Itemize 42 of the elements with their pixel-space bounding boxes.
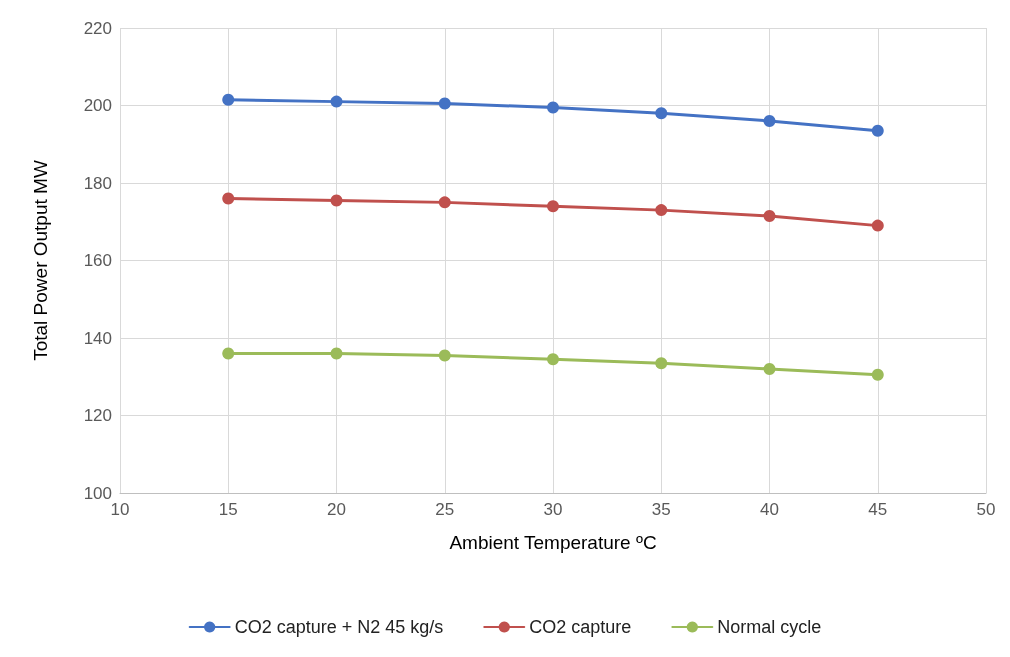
point — [438, 349, 451, 362]
point — [222, 347, 235, 360]
point — [763, 115, 776, 127]
point — [330, 347, 343, 360]
y-axis-title: Total Power Output MW — [30, 160, 51, 361]
y-tick-label: 100 — [83, 483, 112, 503]
y-tick-label: 160 — [83, 251, 112, 270]
x-tick-label: 45 — [868, 500, 888, 519]
legend-label: Normal cycle — [717, 617, 822, 637]
y-tick-label: 180 — [83, 173, 112, 193]
point — [547, 353, 559, 366]
point — [222, 93, 235, 106]
legend-label: CO2 capture — [529, 617, 632, 637]
point — [871, 124, 884, 137]
x-tick-label: 30 — [543, 500, 563, 519]
point — [763, 209, 776, 222]
point — [655, 204, 668, 217]
y-tick-label: 220 — [83, 18, 112, 38]
point — [438, 196, 451, 209]
x-tick-label: 35 — [651, 500, 671, 519]
point — [655, 107, 668, 120]
point — [871, 219, 884, 232]
x-tick-label: 20 — [327, 500, 346, 519]
x-tick-label: 50 — [976, 500, 996, 519]
y-tick-label: 140 — [83, 328, 112, 348]
point — [655, 357, 668, 370]
x-tick-label: 10 — [110, 500, 130, 519]
point — [547, 200, 559, 213]
x-axis-title: Ambient Temperature ºC — [449, 532, 657, 553]
point — [222, 192, 235, 205]
x-tick-label: 15 — [218, 500, 238, 519]
point — [763, 363, 776, 375]
x-tick-label: 40 — [760, 500, 779, 519]
point — [438, 97, 451, 110]
y-tick-label: 200 — [83, 96, 112, 115]
legend-label: CO2 capture + N2 45 kg/s — [234, 617, 444, 637]
x-tick-label: 25 — [435, 500, 455, 519]
point — [330, 194, 343, 207]
point — [871, 368, 884, 381]
y-tick-label: 120 — [83, 406, 112, 425]
point — [547, 101, 559, 114]
point — [330, 95, 343, 108]
